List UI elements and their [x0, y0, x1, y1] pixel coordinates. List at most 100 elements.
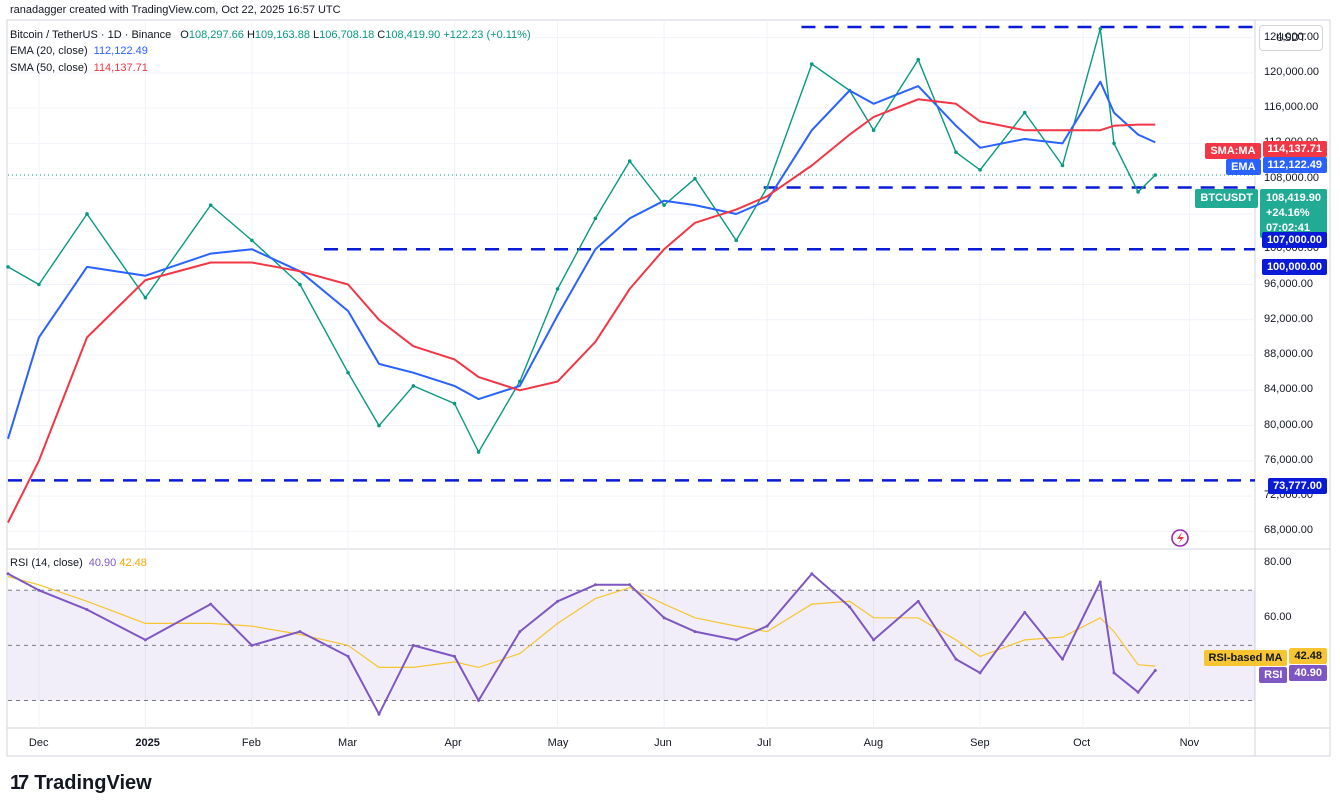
rsi-point — [848, 605, 852, 609]
data-point — [411, 384, 416, 388]
change-value: +122.23 (+0.11%) — [443, 29, 531, 41]
data-point — [1098, 27, 1103, 31]
low-value: 106,708.18 — [319, 29, 375, 41]
data-point — [1112, 141, 1116, 146]
last-price-symbol: BTCUSDT — [1195, 189, 1258, 208]
rsi-point — [1098, 580, 1102, 584]
rsi-ma-line — [7, 575, 1156, 669]
rsi-point — [628, 583, 632, 587]
data-point — [1136, 190, 1140, 194]
rsi-value: 40.90 — [88, 557, 117, 569]
rsi-point — [346, 654, 350, 658]
data-point — [871, 128, 876, 133]
series-price-line — [7, 28, 1156, 453]
time-tick-label: Jul — [757, 737, 772, 749]
rsi-point — [556, 599, 560, 603]
sma-legend[interactable]: SMA (50, close) 114,137.71 — [10, 62, 148, 74]
rsi-legend[interactable]: RSI (14, close) 40.90 42.48 — [10, 557, 147, 569]
rsi-point — [978, 671, 982, 675]
tradingview-mark: 17 — [10, 772, 29, 794]
ema-label: EMA (20, close) — [10, 45, 88, 57]
support-resistance-levels — [8, 25, 1255, 482]
data-point — [476, 450, 481, 454]
data-point — [346, 370, 350, 375]
low-label: L — [313, 29, 320, 41]
currency-button[interactable]: USDT — [1259, 25, 1323, 51]
data-point — [1022, 110, 1027, 115]
rsi-point — [765, 624, 769, 628]
last-price-tag: BTCUSDT 108,419.90 +24.16% 07:02:41 — [1195, 189, 1327, 238]
ema-tag-label: EMA — [1226, 159, 1261, 175]
rsi-point — [872, 638, 876, 642]
price-tick-label: 116,000.00 — [1264, 101, 1319, 114]
rsi-tag: RSI 40.90 — [1259, 665, 1327, 683]
data-point — [208, 203, 213, 207]
rsi-tag-value: 40.90 — [1294, 667, 1322, 679]
rsi-ma-tag-label: RSI-based MA — [1203, 650, 1288, 666]
price-tick-label: 120,000.00 — [1264, 65, 1320, 78]
series-sma-line — [7, 98, 1156, 523]
rsi-point — [1061, 657, 1065, 661]
data-point — [627, 159, 632, 163]
rsi-point — [810, 572, 814, 576]
ohlc-legend: Bitcoin / TetherUS · 1D · Binance O108,2… — [10, 29, 531, 41]
rsi-point — [1023, 610, 1027, 614]
rsi-point — [518, 630, 522, 634]
open-value: 108,297.66 — [188, 29, 244, 41]
rsi-point — [1136, 690, 1140, 694]
credit-line: ranadagger created with TradingView.com,… — [10, 4, 341, 16]
tradingview-wordmark: TradingView — [34, 772, 152, 794]
sma-tag: SMA:MA 114,137.71 — [1205, 141, 1327, 159]
rsi-tag-label: RSI — [1259, 667, 1288, 683]
alert-icon[interactable] — [1171, 529, 1189, 547]
time-tick-label: Sep — [970, 737, 990, 749]
sma-tag-value: 114,137.71 — [1267, 143, 1322, 155]
time-tick-label: Feb — [241, 737, 261, 749]
symbol-label[interactable]: Bitcoin / TetherUS · 1D · Binance — [10, 29, 172, 41]
data-point — [954, 150, 958, 155]
rsi-point — [477, 698, 481, 702]
rsi-point — [693, 630, 697, 634]
rsi-ma-value: 42.48 — [119, 557, 147, 569]
ema-legend[interactable]: EMA (20, close) 112,122.49 — [10, 45, 148, 57]
data-point — [916, 57, 921, 62]
last-price-value: 108,419.90 — [1265, 192, 1321, 204]
time-tick-label: May — [547, 737, 569, 749]
time-tick-label: Dec — [28, 737, 49, 749]
data-point — [734, 238, 738, 243]
rsi-point — [734, 638, 738, 642]
open-label: O — [180, 29, 189, 41]
rsi-point — [593, 583, 597, 587]
time-tick-label: Nov — [1179, 737, 1200, 749]
price-tick-label: 124,000.00 — [1264, 30, 1320, 43]
tradingview-logo[interactable]: 17 TradingView — [10, 772, 152, 795]
rsi-point — [143, 638, 147, 642]
close-label: C — [377, 29, 386, 41]
data-point — [143, 295, 148, 300]
data-point — [1060, 163, 1065, 168]
data-point — [37, 282, 41, 287]
data-point — [452, 401, 457, 406]
price-tick-label: 108,000.00 — [1264, 171, 1320, 184]
rsi-point — [250, 643, 254, 647]
rsi-point — [411, 643, 415, 647]
rsi-point — [377, 712, 381, 716]
data-point — [693, 176, 697, 181]
rsi-line — [7, 572, 1157, 716]
time-tick-label: 2025 — [135, 737, 160, 749]
data-point — [593, 216, 598, 221]
data-point — [298, 282, 302, 287]
series-lines — [6, 27, 1255, 523]
time-tick-label: Mar — [338, 737, 357, 749]
sma-tag-label: SMA:MA — [1205, 143, 1261, 159]
price-tick-label: 96,000.00 — [1264, 277, 1313, 290]
time-tick-label: Jun — [654, 737, 672, 749]
rsi-point — [1153, 668, 1157, 672]
sma-label: SMA (50, close) — [10, 62, 88, 74]
series-ema-line — [7, 80, 1156, 440]
data-point — [555, 287, 560, 291]
level-73777-tag: 73,777.00 — [1268, 478, 1327, 494]
rsi-ma-tag-value: 42.48 — [1294, 650, 1322, 662]
rsi-lines — [6, 572, 1157, 716]
